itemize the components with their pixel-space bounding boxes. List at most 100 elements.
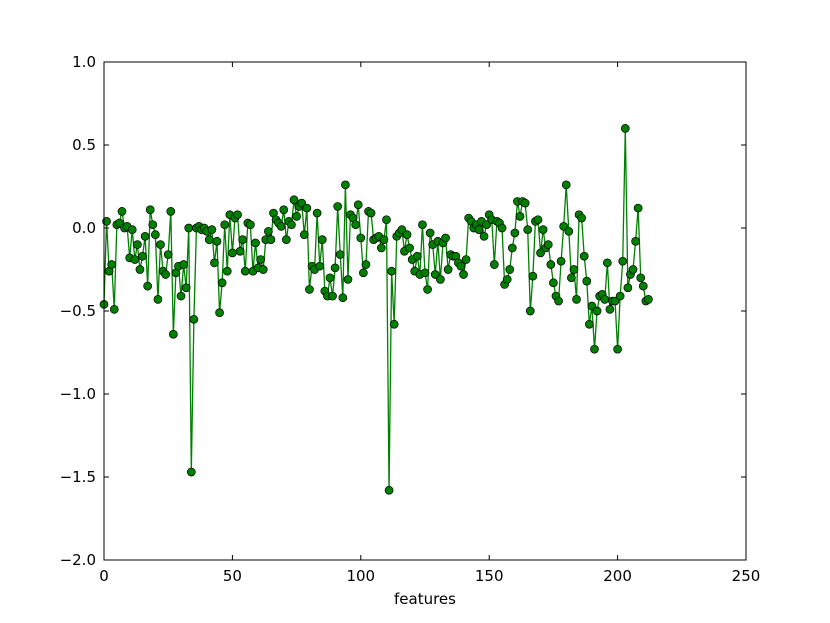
data-point [638, 281, 648, 291]
data-point [133, 240, 142, 249]
data-point [456, 261, 466, 271]
data-point [461, 255, 471, 264]
y-tick-label: −1.0 [60, 385, 96, 403]
data-point [628, 265, 638, 274]
data-point [489, 260, 499, 269]
data-point [620, 124, 630, 133]
data-point [264, 226, 273, 236]
data-point [636, 273, 646, 283]
data-point [623, 283, 633, 293]
x-tick-label: 50 [223, 567, 242, 585]
data-point [556, 256, 566, 266]
data-point [420, 268, 430, 278]
data-point [505, 265, 515, 274]
x-tick-label: 0 [99, 567, 109, 585]
data-point [140, 231, 150, 241]
data-point [127, 225, 137, 235]
data-point [256, 255, 265, 264]
data-point [338, 293, 348, 303]
data-point [258, 265, 268, 274]
y-tick-label: −0.5 [60, 302, 96, 320]
data-point [613, 344, 622, 354]
data-point [359, 268, 368, 278]
data-point [515, 212, 525, 221]
data-point [156, 240, 165, 249]
data-point [281, 235, 291, 244]
data-point [215, 308, 224, 318]
data-point [109, 304, 119, 314]
data-point [302, 203, 312, 213]
data-point [181, 283, 191, 293]
data-point [523, 225, 533, 235]
data-point [384, 485, 394, 495]
data-point [507, 243, 517, 253]
data-point [204, 235, 214, 244]
data-point [459, 270, 468, 279]
data-point [107, 260, 117, 269]
data-point [351, 220, 361, 230]
data-point [590, 344, 599, 354]
data-point [276, 221, 286, 231]
data-point [631, 236, 640, 246]
x-tick-label: 150 [475, 567, 504, 585]
data-point [148, 220, 158, 230]
data-point [618, 256, 628, 266]
data-point [186, 467, 196, 477]
data-point [228, 248, 237, 258]
data-point [343, 275, 353, 284]
data-point [525, 306, 535, 316]
data-point [317, 235, 327, 244]
data-point [584, 319, 594, 329]
data-point [554, 296, 563, 306]
data-point [292, 212, 301, 221]
data-point [600, 295, 610, 304]
data-point [117, 207, 127, 216]
data-point [353, 200, 363, 210]
data-point [330, 263, 340, 273]
data-point [168, 329, 178, 339]
data-point [325, 273, 335, 283]
data-point [538, 225, 548, 235]
x-tick-label: 200 [603, 567, 632, 585]
data-point [376, 243, 386, 253]
data-point [402, 230, 412, 239]
data-point [502, 275, 512, 284]
data-point [528, 271, 538, 281]
data-point [305, 285, 314, 294]
data-point [246, 220, 255, 230]
data-point [179, 260, 188, 269]
data-point [333, 202, 343, 211]
data-point [546, 260, 556, 269]
data-point [549, 278, 558, 288]
data-point [533, 215, 543, 225]
data-point [361, 260, 371, 269]
data-point [567, 273, 576, 283]
data-point [615, 291, 625, 301]
data-point [543, 240, 553, 249]
series-layer [99, 124, 653, 495]
data-point [130, 255, 140, 264]
data-point [605, 304, 615, 314]
data-point [602, 258, 612, 268]
data-point [592, 306, 602, 316]
data-point [299, 230, 309, 239]
data-point [418, 220, 427, 230]
data-point [235, 246, 245, 256]
data-point [572, 295, 581, 304]
x-tick-label: 250 [732, 567, 761, 585]
ticks-layer: 0 50 100 150 200 250 −2.0 −1.5 −1.0 −0.5 0.0 0.5 1.0 [60, 53, 761, 585]
data-point [222, 266, 232, 276]
data-point [207, 225, 217, 235]
x-axis-title: features [394, 590, 456, 608]
data-point [135, 265, 145, 274]
data-point [561, 180, 571, 190]
data-point [582, 276, 592, 286]
data-point [474, 225, 484, 235]
y-tick-label: 0.0 [72, 219, 96, 237]
y-tick-label: 1.0 [72, 53, 96, 71]
y-tick-label: −1.5 [60, 468, 96, 486]
data-point [423, 285, 432, 294]
data-point [341, 180, 350, 190]
data-point [577, 213, 587, 223]
